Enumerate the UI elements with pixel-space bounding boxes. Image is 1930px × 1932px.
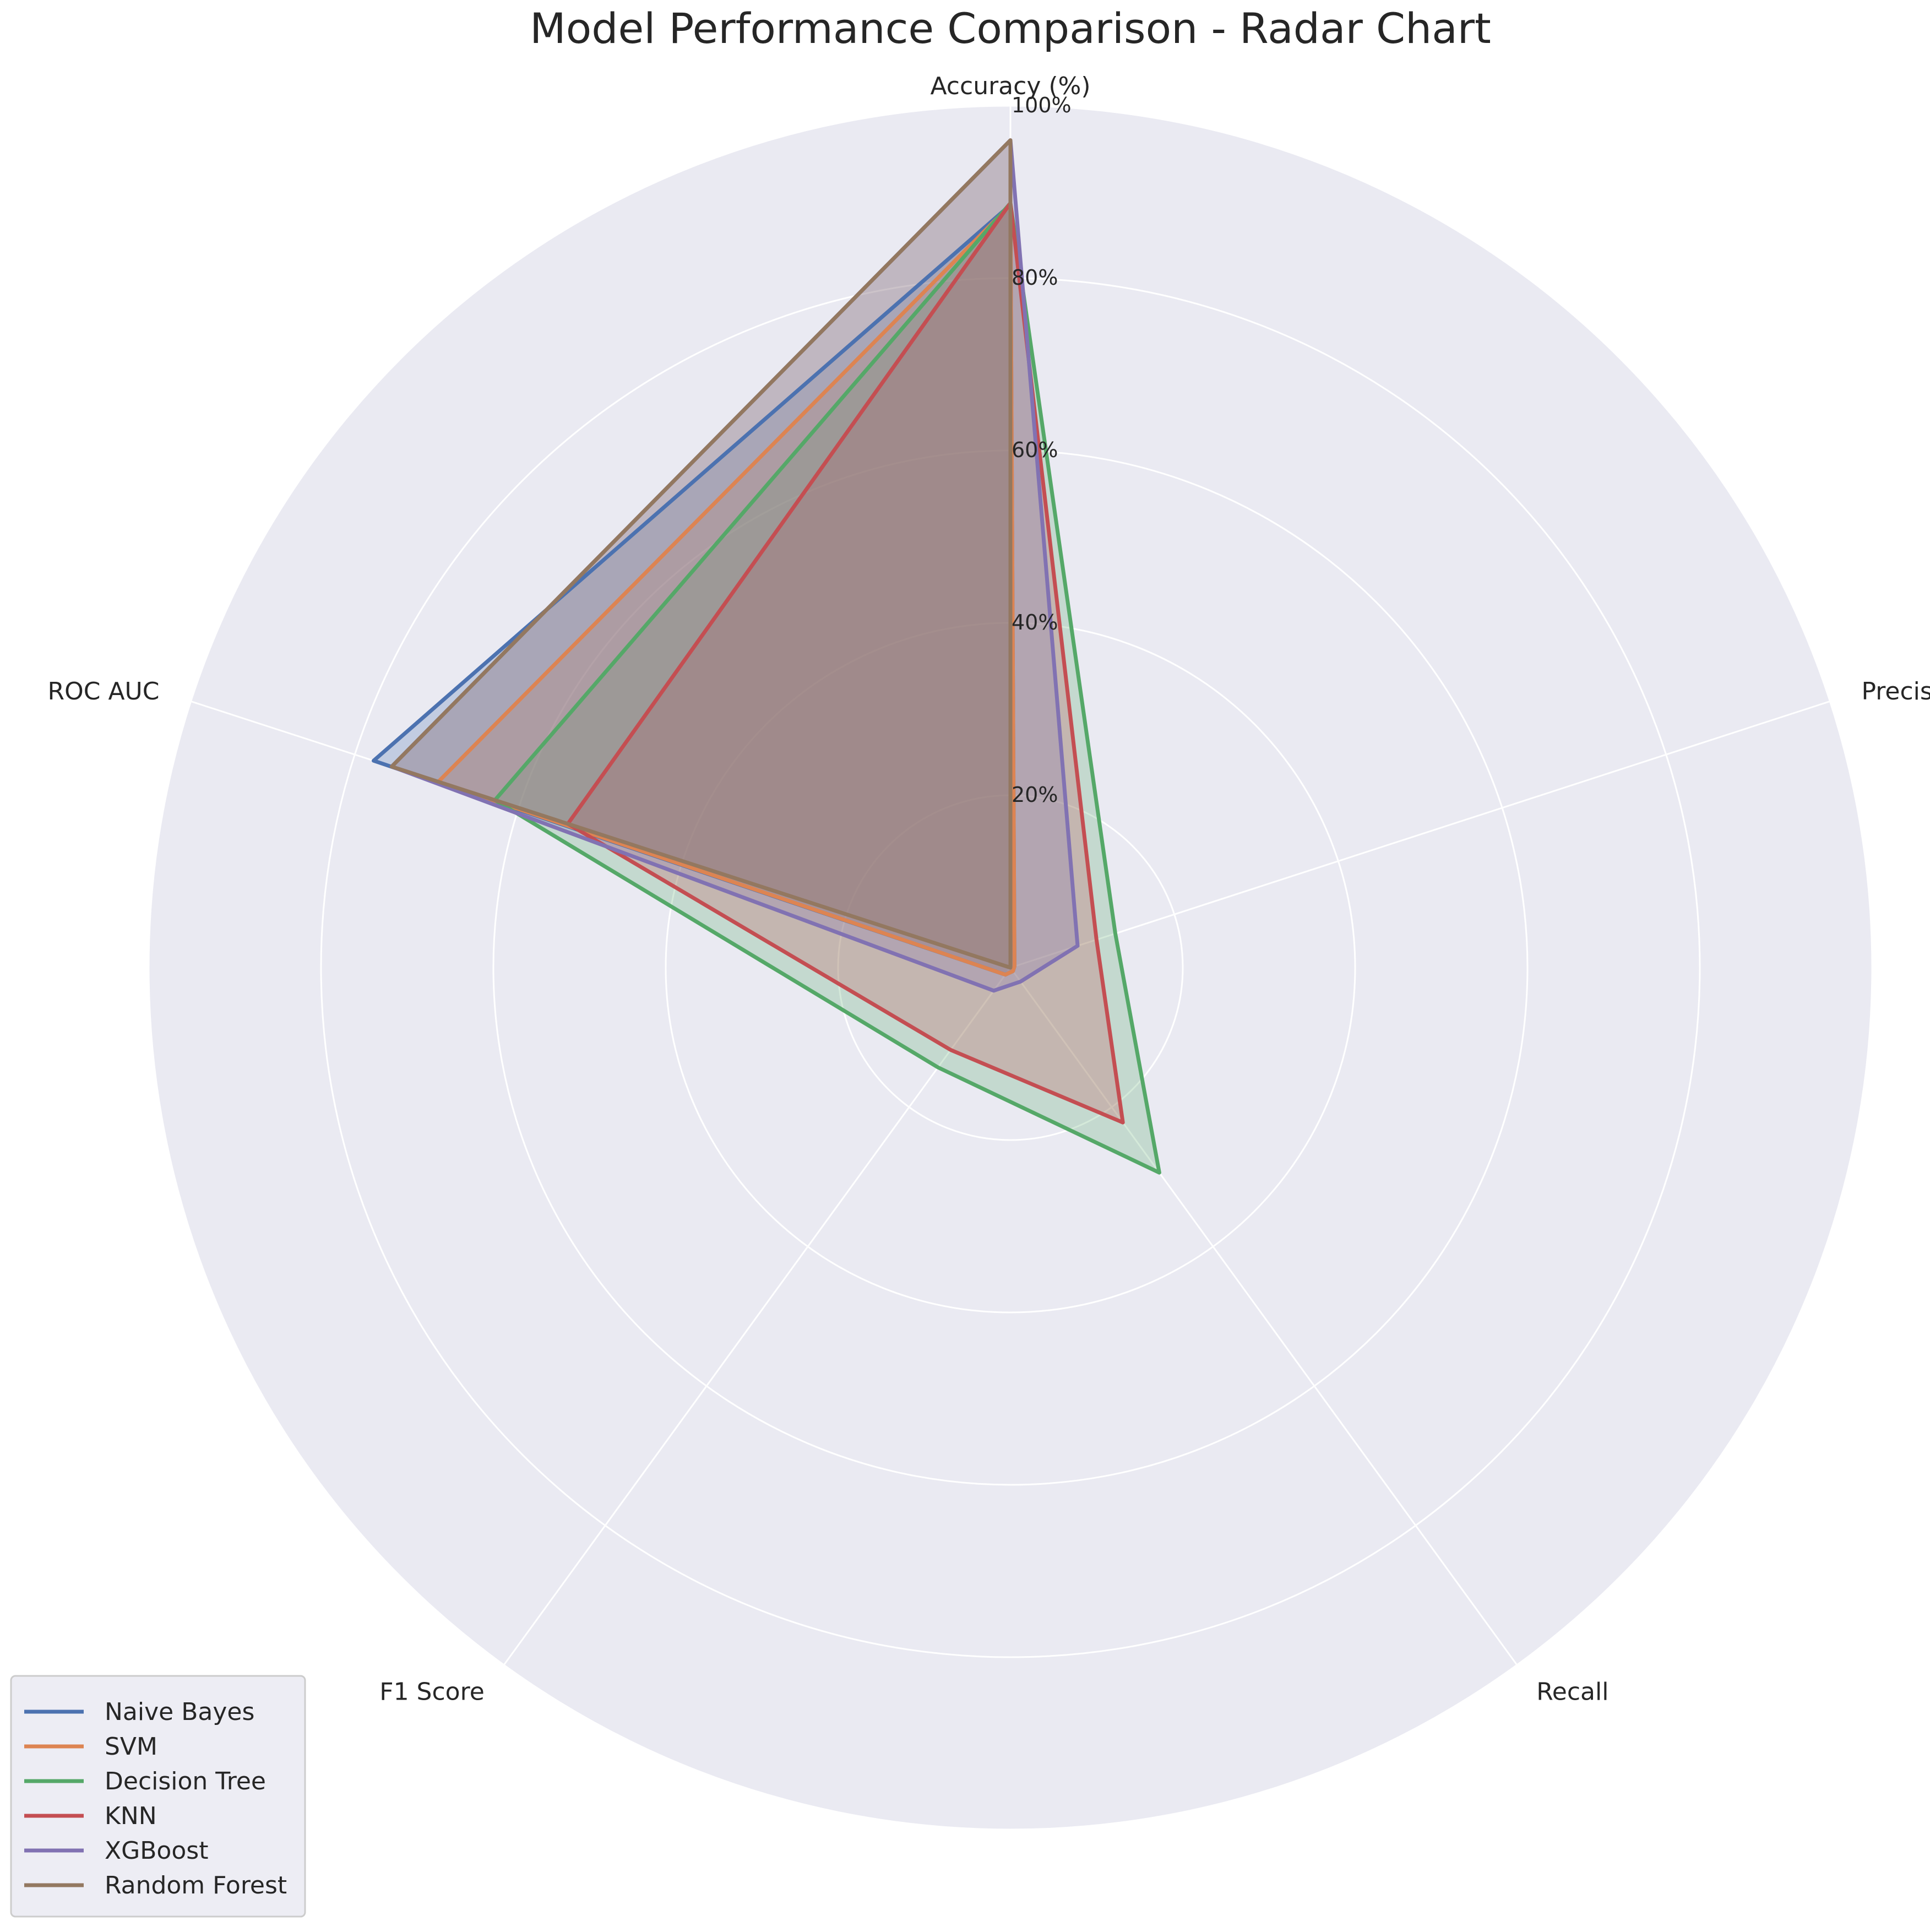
axis-label: Precision	[1862, 677, 1930, 705]
axis-label: ROC AUC	[48, 677, 160, 705]
legend-label: KNN	[105, 1802, 157, 1830]
radial-tick-label: 80%	[1012, 265, 1058, 290]
axis-label: F1 Score	[379, 1678, 485, 1706]
legend-label: Decision Tree	[105, 1767, 266, 1795]
legend-label: XGBoost	[105, 1837, 208, 1865]
radial-tick-label: 20%	[1012, 783, 1058, 807]
legend-label: SVM	[105, 1733, 157, 1761]
radial-tick-label: 40%	[1012, 610, 1058, 634]
chart-title: Model Performance Comparison - Radar Cha…	[530, 4, 1491, 53]
axis-label: Recall	[1536, 1678, 1608, 1706]
radial-tick-label: 60%	[1012, 438, 1058, 462]
legend: Naive Bayes SVM Decision Tree KNN XGBoost Ran…	[11, 1676, 305, 1917]
radial-tick-label: 100%	[1012, 93, 1072, 117]
legend-label: Naive Bayes	[105, 1698, 254, 1726]
legend-label: Random Forest	[105, 1871, 287, 1900]
